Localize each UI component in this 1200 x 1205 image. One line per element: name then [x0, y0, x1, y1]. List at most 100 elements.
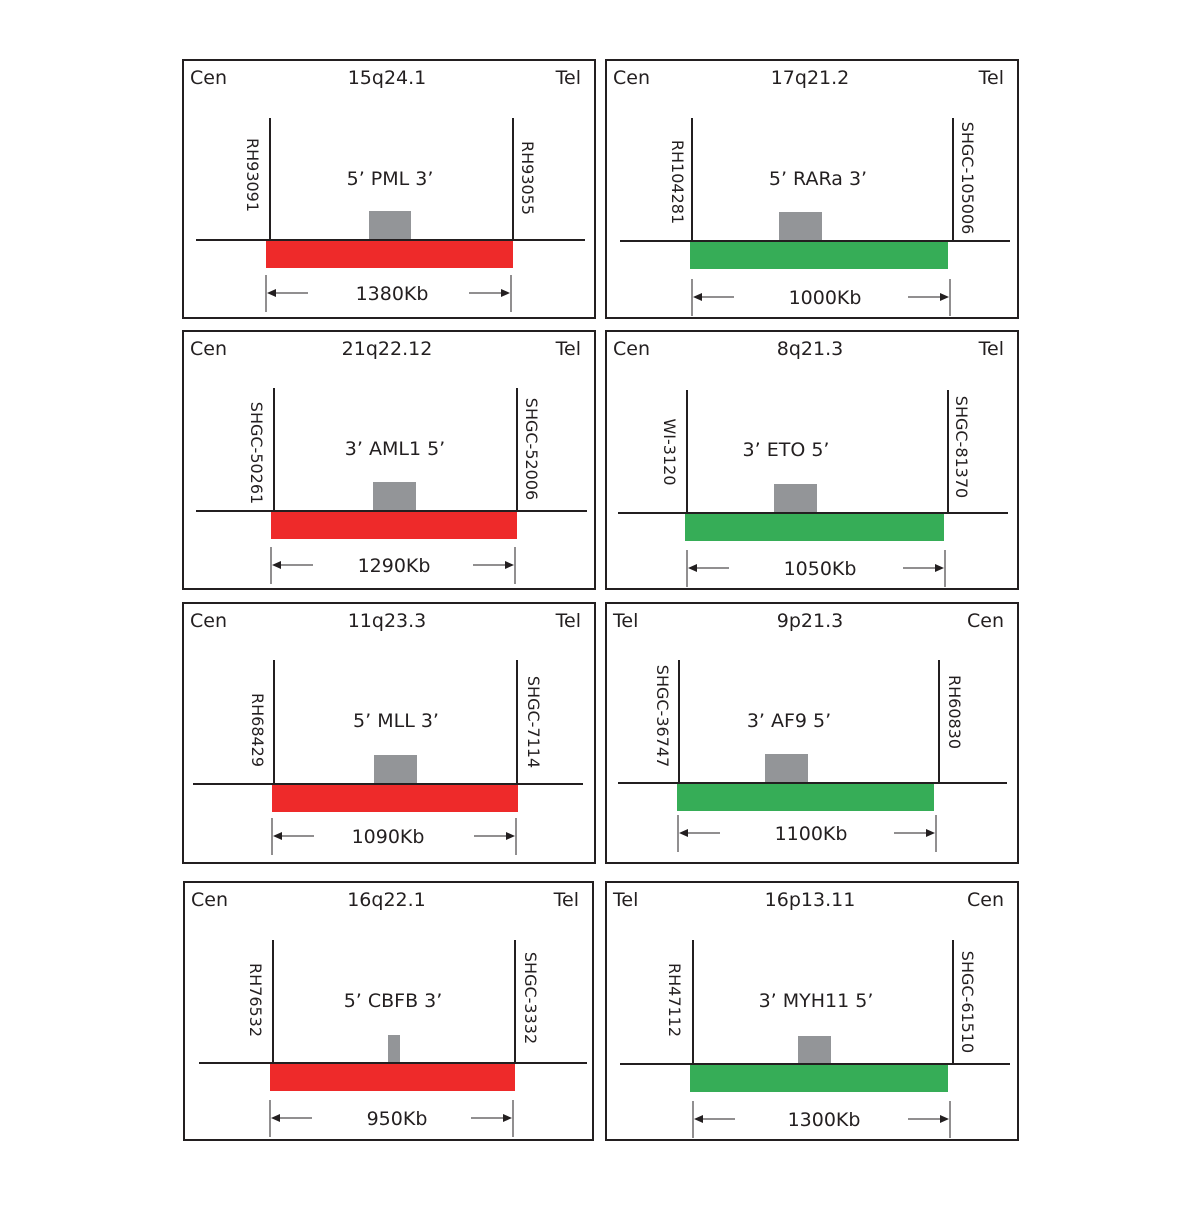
gene-box: [779, 212, 822, 240]
arrowhead-left-icon: [688, 564, 697, 572]
probe-panel: Cen 8q21.3 Tel 3’ ETO 5’ WI-3120 SHGC-81370 10…: [605, 330, 1019, 590]
size-label: 1100Kb: [775, 823, 848, 845]
band-label: 15q24.1: [348, 67, 427, 89]
band-label: 21q22.12: [342, 338, 433, 360]
left-end-label: Cen: [613, 338, 650, 360]
arrowhead-right-icon: [501, 289, 510, 297]
gene-label: 5’ PML 3’: [347, 168, 434, 190]
panel-border: [182, 602, 596, 864]
right-end-label: Tel: [555, 338, 581, 360]
right-marker-label: SHGC-52006: [522, 398, 541, 500]
gene-box: [388, 1035, 400, 1062]
gene-label: 3’ ETO 5’: [743, 439, 830, 461]
right-end-label: Tel: [555, 67, 581, 89]
arrowhead-left-icon: [693, 293, 702, 301]
probe-bar: [266, 241, 513, 268]
arrowhead-right-icon: [503, 1114, 512, 1122]
left-marker-label: SHGC-36747: [653, 665, 672, 767]
right-end-label: Cen: [967, 889, 1004, 911]
probe-panel: Cen 17q21.2 Tel 5’ RARa 3’ RH104281 SHGC-1050…: [605, 59, 1019, 319]
panel-border: [605, 59, 1019, 319]
right-marker-label: SHGC-7114: [524, 676, 543, 768]
probe-bar: [677, 784, 934, 811]
left-end-label: Cen: [190, 67, 227, 89]
right-end-label: Tel: [978, 67, 1004, 89]
band-label: 16q22.1: [347, 889, 426, 911]
probe-panel: Cen 15q24.1 Tel 5’ PML 3’ RH93091 RH93055 1380…: [182, 59, 596, 319]
left-marker-label: RH76532: [246, 963, 265, 1037]
right-marker-label: SHGC-3332: [521, 952, 540, 1044]
size-label: 1090Kb: [352, 826, 425, 848]
right-end-label: Tel: [555, 610, 581, 632]
right-marker-label: SHGC-81370: [952, 396, 971, 498]
band-label: 11q23.3: [348, 610, 427, 632]
arrowhead-right-icon: [506, 832, 515, 840]
right-end-label: Tel: [553, 889, 579, 911]
probe-panel: Cen 21q22.12 Tel 3’ AML1 5’ SHGC-50261 SHGC-5…: [182, 330, 596, 590]
size-label: 1000Kb: [789, 287, 862, 309]
band-label: 8q21.3: [777, 338, 843, 360]
gene-label: 3’ MYH11 5’: [759, 990, 874, 1012]
left-marker-label: RH93091: [243, 138, 262, 212]
right-end-label: Cen: [967, 610, 1004, 632]
gene-label: 5’ RARa 3’: [769, 168, 867, 190]
gene-box: [374, 755, 417, 783]
left-end-label: Cen: [190, 338, 227, 360]
size-label: 1050Kb: [784, 558, 857, 580]
arrowhead-right-icon: [926, 829, 935, 837]
right-marker-label: SHGC-105006: [958, 122, 977, 235]
left-end-label: Cen: [190, 610, 227, 632]
left-end-label: Tel: [612, 889, 638, 911]
probe-panel: Tel 16p13.11 Cen 3’ MYH11 5’ RH47112 SHGC-615…: [605, 881, 1019, 1141]
size-label: 1380Kb: [356, 283, 429, 305]
gene-label: 3’ AF9 5’: [747, 710, 831, 732]
gene-box: [774, 484, 817, 512]
arrowhead-right-icon: [935, 564, 944, 572]
probe-bar: [690, 242, 948, 269]
arrowhead-left-icon: [694, 1115, 703, 1123]
arrowhead-right-icon: [940, 1115, 949, 1123]
arrowhead-left-icon: [273, 832, 282, 840]
right-end-label: Tel: [978, 338, 1004, 360]
panel-border: [183, 881, 594, 1141]
probe-bar: [690, 1065, 948, 1092]
right-marker-label: SHGC-61510: [958, 951, 977, 1053]
arrowhead-left-icon: [271, 1114, 280, 1122]
panel-border: [182, 59, 596, 319]
right-marker-label: RH60830: [945, 675, 964, 749]
band-label: 17q21.2: [771, 67, 850, 89]
size-label: 950Kb: [367, 1108, 428, 1130]
panel-border: [182, 330, 596, 590]
gene-label: 5’ MLL 3’: [353, 710, 439, 732]
panel-border: [605, 602, 1019, 864]
arrowhead-left-icon: [272, 561, 281, 569]
left-marker-label: RH68429: [248, 693, 267, 767]
probe-bar: [272, 785, 518, 812]
arrowhead-left-icon: [679, 829, 688, 837]
left-marker-label: SHGC-50261: [247, 402, 266, 504]
probe-panel: Cen 16q22.1 Tel 5’ CBFB 3’ RH76532 SHGC-3332 9…: [183, 881, 594, 1141]
gene-box: [369, 211, 411, 239]
size-label: 1290Kb: [358, 555, 431, 577]
probe-bar: [270, 1064, 515, 1091]
left-end-label: Tel: [612, 610, 638, 632]
arrowhead-right-icon: [505, 561, 514, 569]
arrowhead-left-icon: [267, 289, 276, 297]
panel-border: [605, 330, 1019, 590]
gene-box: [798, 1036, 831, 1063]
left-marker-label: RH104281: [668, 140, 687, 224]
right-marker-label: RH93055: [518, 141, 537, 215]
probe-bar: [685, 514, 944, 541]
probe-panel: Cen 11q23.3 Tel 5’ MLL 3’ RH68429 SHGC-7114 10…: [182, 602, 596, 864]
size-label: 1300Kb: [788, 1109, 861, 1131]
gene-label: 3’ AML1 5’: [345, 438, 445, 460]
probe-bar: [271, 512, 517, 539]
band-label: 16p13.11: [765, 889, 856, 911]
left-end-label: Cen: [613, 67, 650, 89]
probe-panel: Tel 9p21.3 Cen 3’ AF9 5’ SHGC-36747 RH60830 11…: [605, 602, 1019, 864]
gene-label: 5’ CBFB 3’: [344, 990, 443, 1012]
left-end-label: Cen: [191, 889, 228, 911]
gene-box: [765, 754, 808, 782]
